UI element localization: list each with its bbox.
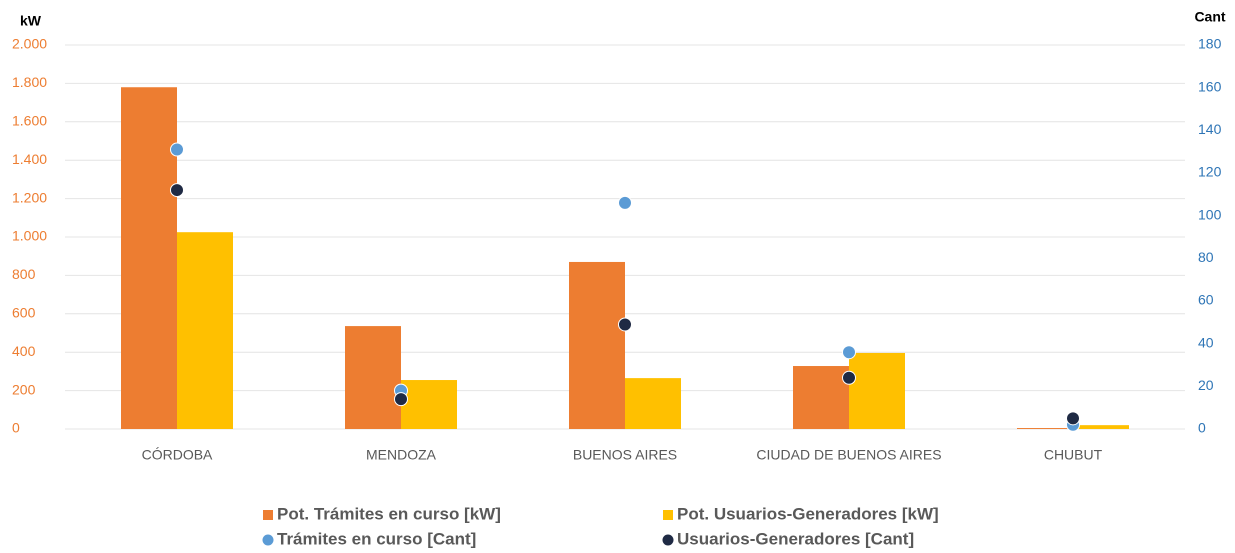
point <box>618 195 632 210</box>
bar <box>569 261 625 429</box>
y2-tick-label: 20 <box>1198 377 1214 393</box>
bar <box>793 366 849 429</box>
y-tick-label: 200 <box>12 381 36 397</box>
y-tick-label: 1.200 <box>12 189 47 205</box>
point <box>1066 411 1080 426</box>
bar <box>1073 425 1129 429</box>
y2-tick-label: 180 <box>1198 36 1222 52</box>
y2-axis-label: Cant <box>1194 9 1225 25</box>
y-tick-label: 1.400 <box>12 151 47 167</box>
bar <box>1017 428 1073 429</box>
bar <box>401 380 457 429</box>
legend-label: Usuarios-Generadores [Cant] <box>677 529 914 548</box>
legend-marker <box>263 510 273 520</box>
y-tick-label: 0 <box>12 420 20 436</box>
legend-marker <box>663 510 673 520</box>
legend-marker <box>662 534 674 546</box>
x-tick-label: CIUDAD DE BUENOS AIRES <box>756 447 941 463</box>
y2-tick-label: 160 <box>1198 78 1222 94</box>
y2-tick-label: 40 <box>1198 334 1214 350</box>
legend-marker <box>262 534 274 546</box>
y-tick-label: 800 <box>12 266 36 282</box>
legend-label: Trámites en curso [Cant] <box>277 529 476 548</box>
point <box>170 183 184 198</box>
legend-label: Pot. Trámites en curso [kW] <box>277 504 501 523</box>
y-tick-label: 1.600 <box>12 113 47 129</box>
legend-label: Pot. Usuarios-Generadores [kW] <box>677 504 939 523</box>
y-tick-label: 1.800 <box>12 74 47 90</box>
point <box>842 370 856 385</box>
point <box>842 345 856 360</box>
x-tick-label: CÓRDOBA <box>142 447 213 463</box>
x-tick-label: MENDOZA <box>366 447 437 463</box>
y2-tick-label: 140 <box>1198 121 1222 137</box>
y2-tick-label: 0 <box>1198 420 1206 436</box>
y-axis-label: kW <box>20 13 42 29</box>
x-tick-label: BUENOS AIRES <box>573 447 677 463</box>
bar <box>345 326 401 429</box>
bar <box>625 378 681 429</box>
y-tick-label: 2.000 <box>12 36 47 52</box>
x-tick-label: CHUBUT <box>1044 447 1103 463</box>
bar <box>121 87 177 430</box>
point <box>394 392 408 407</box>
y-tick-label: 400 <box>12 343 36 359</box>
y2-tick-label: 60 <box>1198 292 1214 308</box>
point <box>170 142 184 157</box>
y-tick-label: 1.000 <box>12 228 47 244</box>
y2-tick-label: 120 <box>1198 164 1222 180</box>
y2-tick-label: 80 <box>1198 249 1214 265</box>
bar <box>849 352 905 429</box>
y-tick-label: 600 <box>12 305 36 321</box>
y2-tick-label: 100 <box>1198 206 1222 222</box>
point <box>618 317 632 332</box>
bar <box>177 232 233 429</box>
